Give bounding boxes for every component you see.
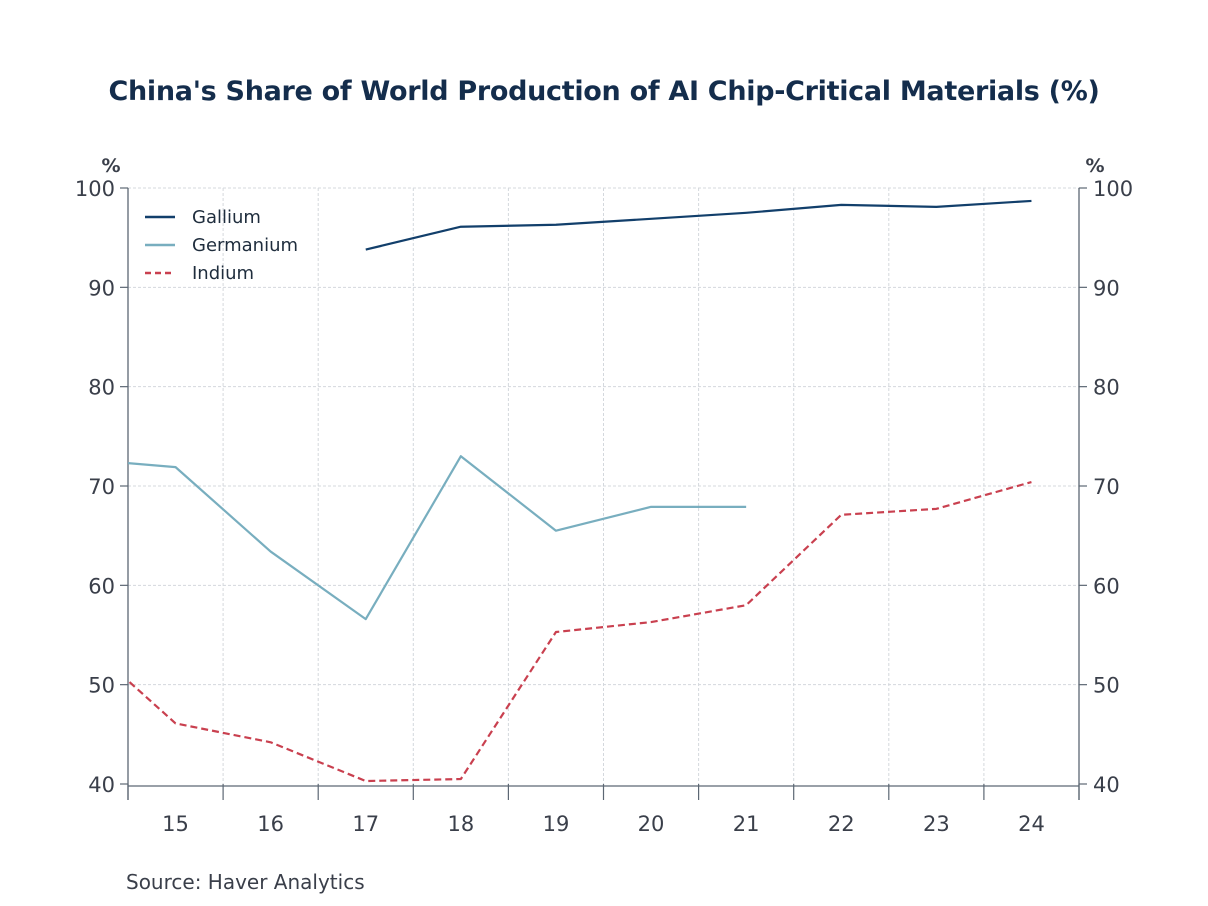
- y-tick-label-left: 100: [75, 177, 115, 201]
- x-tick-label: 20: [638, 812, 665, 836]
- y-tick-label-left: 40: [88, 773, 115, 797]
- y-tick-label-right: 40: [1093, 773, 1120, 797]
- y-tick-label-right: 70: [1093, 475, 1120, 499]
- series-line-indium: [128, 480, 1032, 783]
- y-tick-label-left: 70: [88, 475, 115, 499]
- gridlines: [128, 187, 1079, 784]
- y-tick-label-left: 90: [88, 276, 115, 300]
- legend-label-gallium: Gallium: [192, 207, 261, 228]
- y-tick-label-left: 50: [88, 674, 115, 698]
- x-tick-label: 22: [828, 812, 855, 836]
- x-tick-label: 21: [733, 812, 760, 836]
- series-layer: [128, 199, 1032, 783]
- y-tick-label-right: 80: [1093, 376, 1120, 400]
- y-tick-label-right: 100: [1093, 177, 1133, 201]
- x-tick-label: 17: [352, 812, 379, 836]
- y-tick-label-right: 60: [1093, 574, 1120, 598]
- x-tick-label: 23: [923, 812, 950, 836]
- y-tick-label-right: 50: [1093, 674, 1120, 698]
- x-tick-label: 19: [543, 812, 570, 836]
- x-tick-label: 18: [447, 812, 474, 836]
- legend-label-germanium: Germanium: [192, 235, 298, 256]
- axes: 40 40 50 50 60 60 70 70 80 80 90 90 100 100 15 16 17 18 19…: [75, 177, 1133, 836]
- legend: Gallium Germanium Indium: [145, 207, 298, 284]
- chart-title: China's Share of World Production of AI …: [108, 76, 1100, 107]
- series-line-gallium: [365, 199, 1032, 251]
- y-tick-label-right: 90: [1093, 276, 1120, 300]
- y-axis-unit-left: %: [101, 155, 120, 177]
- y-tick-label-left: 60: [88, 574, 115, 598]
- y-tick-label-left: 80: [88, 376, 115, 400]
- y-axis-unit-right: %: [1085, 155, 1104, 177]
- series-line-germanium: [128, 455, 747, 621]
- legend-label-indium: Indium: [192, 263, 254, 284]
- x-tick-label: 16: [257, 812, 284, 836]
- x-tick-label: 24: [1018, 812, 1045, 836]
- source-note: Source: Haver Analytics: [126, 870, 365, 894]
- x-tick-label: 15: [162, 812, 189, 836]
